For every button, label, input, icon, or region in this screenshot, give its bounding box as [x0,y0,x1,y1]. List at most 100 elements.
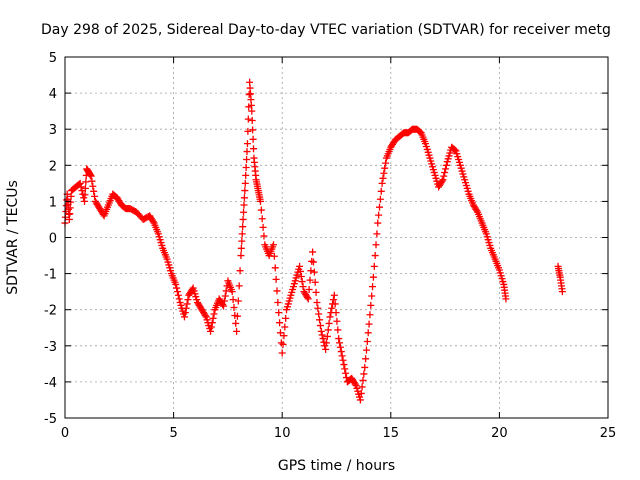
data-point [270,252,278,260]
data-point [258,215,266,223]
data-point [341,365,349,373]
data-point [309,258,317,266]
data-point [272,275,280,283]
data-point [330,291,338,299]
data-point [240,194,248,202]
x-tick-label: 0 [61,426,69,441]
data-point [362,355,370,363]
data-point [329,296,337,304]
data-point [442,161,450,169]
data-point [310,268,318,276]
data-point [451,146,459,154]
data-point [249,126,257,134]
data-point [77,183,85,191]
data-point [305,285,313,293]
data-point [239,215,247,223]
y-tick-label: -3 [44,340,57,355]
data-point [172,280,180,288]
y-tick-label: 3 [49,123,57,138]
data-point [438,177,446,185]
data-point [380,169,388,177]
data-point [244,115,252,123]
data-point [371,252,379,260]
data-point [358,383,366,391]
data-point [243,148,251,156]
y-tick-label: -5 [44,412,57,427]
chart-title: Day 298 of 2025, Sidereal Day-to-day VTE… [41,22,611,38]
data-point [242,163,250,171]
data-point [369,283,377,291]
data-point [382,159,390,167]
data-point [237,244,245,252]
data-point [313,298,321,306]
data-point [278,349,286,357]
data-point [502,295,510,303]
data-point [303,293,311,301]
data-point [331,300,339,308]
x-tick-label: 5 [169,426,177,441]
data-point [377,187,385,195]
data-point [366,311,374,319]
data-points [61,78,566,404]
data-point [245,91,253,99]
data-point [381,164,389,172]
data-point [184,296,192,304]
y-tick-label: 1 [49,195,57,210]
data-point [180,313,188,321]
data-point [441,169,449,177]
data-point [240,201,248,209]
data-point [208,319,216,327]
data-point [88,177,96,185]
data-point [317,327,325,335]
data-point [361,363,369,371]
data-point [357,389,365,397]
data-point [207,323,215,331]
data-point [275,309,283,317]
data-point [282,314,290,322]
data-point [82,178,90,186]
data-point [175,295,183,303]
data-point [237,252,245,260]
data-point [336,339,344,347]
data-point [259,223,267,231]
data-point [222,287,230,295]
data-point [307,267,315,275]
data-point [228,288,236,296]
data-point [308,257,316,265]
data-point [250,145,258,153]
data-point [242,171,250,179]
data-point [311,278,319,286]
data-point [318,331,326,339]
data-point [209,314,217,322]
data-point [306,276,314,284]
data-point [249,135,257,143]
x-tick-label: 10 [274,426,291,441]
data-point [273,287,281,295]
data-point [314,304,322,312]
data-point [256,197,264,205]
data-point [81,184,89,192]
x-tick-label: 15 [383,426,400,441]
data-point [473,207,481,215]
data-point [241,187,249,195]
data-point [335,335,343,343]
data-point [336,343,344,351]
data-point [279,340,287,348]
data-point [373,230,381,238]
y-tick-label: -2 [44,304,57,319]
data-point [378,179,386,187]
data-point [149,218,157,226]
data-point [364,329,372,337]
data-point [351,380,359,388]
data-point [276,319,284,327]
data-point [298,278,306,286]
data-point [356,396,364,404]
data-point [271,264,279,272]
data-point [281,323,289,331]
data-point [297,272,305,280]
data-point [339,356,347,364]
x-tick-label: 20 [491,426,508,441]
data-point [240,208,248,216]
data-point [232,319,240,327]
data-point [243,156,251,164]
